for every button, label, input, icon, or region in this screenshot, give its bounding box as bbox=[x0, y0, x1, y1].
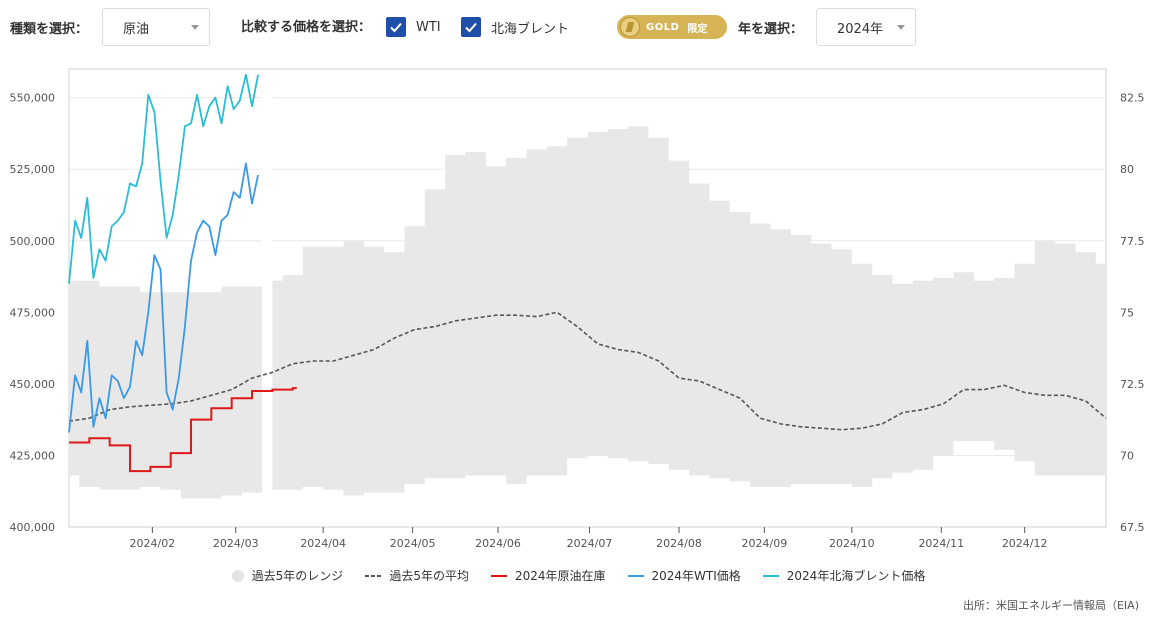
x-tick-label: 2024/09 bbox=[742, 537, 788, 550]
right-tick-label: 75 bbox=[1120, 306, 1134, 319]
wti-line bbox=[68, 162, 259, 433]
left-tick-label: 425,000 bbox=[10, 449, 56, 462]
right-tick-label: 82.5 bbox=[1120, 92, 1145, 105]
left-tick-label: 400,000 bbox=[10, 521, 56, 534]
legend-range-swatch bbox=[231, 569, 244, 582]
left-tick-label: 450,000 bbox=[10, 378, 56, 391]
year-select[interactable]: 2024年 bbox=[816, 8, 916, 46]
legend-avg-label: 過去5年の平均 bbox=[389, 569, 469, 583]
x-tick-label: 2024/05 bbox=[390, 537, 436, 550]
gold-limited-text: 限定 bbox=[687, 23, 708, 35]
series-lines bbox=[68, 73, 1107, 473]
chevron-down-icon bbox=[897, 25, 905, 30]
x-tick-label: 2024/08 bbox=[656, 537, 702, 550]
right-tick-label: 72.5 bbox=[1120, 378, 1145, 391]
right-tick-label: 77.5 bbox=[1120, 235, 1145, 248]
x-tick-label: 2024/06 bbox=[475, 537, 521, 550]
type-label-wrap: 種類を選択： bbox=[10, 18, 88, 37]
right-tick-label: 80 bbox=[1120, 163, 1134, 176]
type-select-value: 原油 bbox=[123, 21, 150, 37]
range-gap bbox=[262, 70, 273, 526]
legend-avg[interactable]: 過去5年の平均 bbox=[365, 567, 469, 584]
x-tick-label: 2024/11 bbox=[918, 537, 964, 550]
compare-label-wrap: 比較する価格を選択： bbox=[241, 16, 371, 35]
left-tick-label: 475,000 bbox=[10, 306, 56, 319]
gold-badge-text: GOLD bbox=[646, 21, 680, 33]
year-label: 年を選択： bbox=[738, 22, 804, 37]
compare-label: 比較する価格を選択： bbox=[241, 20, 372, 35]
legend-wti-swatch bbox=[627, 574, 644, 577]
wti-checkbox-wrap[interactable]: WTI bbox=[386, 17, 441, 37]
legend-avg-swatch bbox=[365, 574, 382, 577]
range-band-rest bbox=[262, 126, 1106, 496]
type-select[interactable]: 原油 bbox=[102, 8, 210, 46]
legend-range-label: 過去5年のレンジ bbox=[251, 569, 344, 583]
legend-inventory-label: 2024年原油在庫 bbox=[514, 569, 606, 583]
gold-badge: GOLD 限定 bbox=[617, 15, 727, 39]
year-select-value: 2024年 bbox=[837, 21, 884, 37]
type-label: 種類を選択： bbox=[10, 22, 89, 37]
legend-inventory[interactable]: 2024年原油在庫 bbox=[490, 567, 606, 584]
right-tick-label: 67.5 bbox=[1120, 521, 1145, 534]
legend-brent-swatch bbox=[762, 574, 779, 577]
legend-brent-label: 2024年北海ブレント価格 bbox=[786, 569, 926, 583]
inventory-price-chart: 400,000 425,000 450,000 475,000 500,000 525,0… bbox=[10, 68, 1145, 550]
gold-coin-icon bbox=[620, 17, 640, 37]
brent-line bbox=[68, 73, 259, 284]
axes: 400,000 425,000 450,000 475,000 500,000 525,0… bbox=[10, 92, 1145, 550]
legend-wti-label: 2024年WTI価格 bbox=[651, 569, 741, 583]
x-tick-label: 2024/04 bbox=[300, 537, 346, 550]
year-label-wrap: 年を選択： bbox=[738, 18, 803, 37]
legend: 過去5年のレンジ 過去5年の平均 2024年原油在庫 2024年WTI価格 20… bbox=[0, 567, 1157, 584]
x-tick-label: 2024/07 bbox=[567, 537, 613, 550]
x-tick-label: 2024/03 bbox=[213, 537, 259, 550]
brent-checkbox-wrap[interactable]: 北海ブレント bbox=[461, 17, 569, 37]
brent-checkbox[interactable] bbox=[461, 17, 481, 37]
inventory-line bbox=[69, 387, 297, 473]
avg-line bbox=[68, 311, 1107, 431]
check-icon bbox=[390, 22, 402, 33]
brent-checkbox-label: 北海ブレント bbox=[491, 21, 570, 37]
legend-wti[interactable]: 2024年WTI価格 bbox=[627, 567, 741, 584]
wti-checkbox-label: WTI bbox=[416, 19, 441, 35]
x-tick-label: 2024/12 bbox=[1002, 537, 1048, 550]
check-icon bbox=[465, 22, 477, 33]
right-tick-label: 70 bbox=[1120, 449, 1134, 462]
source-note: 出所：米国エネルギー情報局（EIA) bbox=[962, 599, 1139, 612]
legend-inventory-swatch bbox=[490, 574, 507, 577]
wti-checkbox[interactable] bbox=[386, 17, 406, 37]
left-tick-label: 500,000 bbox=[10, 235, 56, 248]
legend-brent[interactable]: 2024年北海ブレント価格 bbox=[762, 567, 926, 584]
left-tick-label: 550,000 bbox=[10, 92, 56, 105]
left-tick-label: 525,000 bbox=[10, 163, 56, 176]
range-area bbox=[69, 70, 1106, 526]
chevron-down-icon bbox=[191, 25, 199, 30]
x-tick-label: 2024/10 bbox=[829, 537, 875, 550]
legend-range[interactable]: 過去5年のレンジ bbox=[231, 567, 344, 584]
x-tick-label: 2024/02 bbox=[130, 537, 176, 550]
